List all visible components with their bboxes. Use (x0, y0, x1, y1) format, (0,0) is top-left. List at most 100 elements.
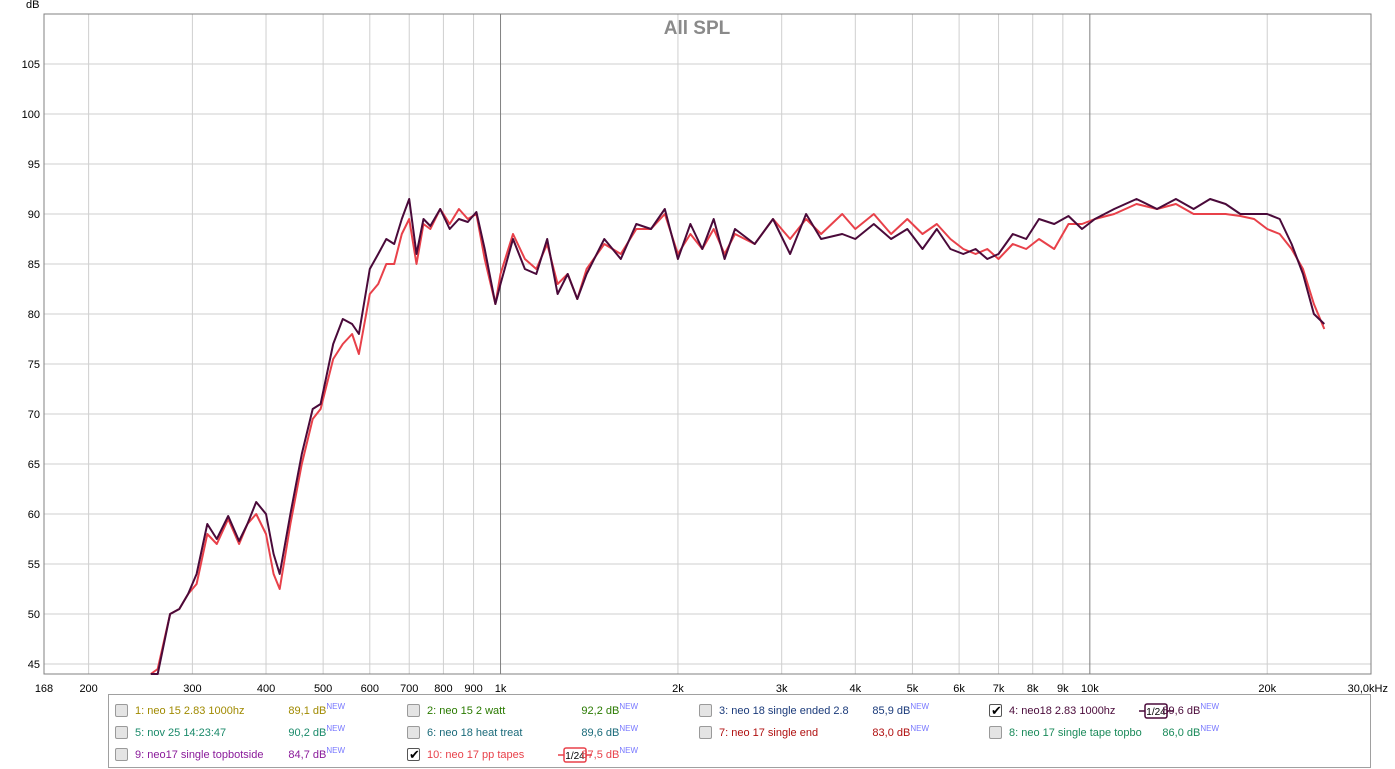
y-tick-label: 75 (28, 359, 40, 371)
chart-grid (43, 14, 1372, 674)
legend-value: 83,0 dBNEW (872, 724, 929, 739)
smoothing-badge: 1/24 (1139, 703, 1173, 719)
legend-value: 84,7 dBNEW (288, 746, 345, 761)
y-tick-label: 100 (22, 109, 40, 121)
legend-value: 90,2 dBNEW (288, 724, 345, 739)
x-tick-label: 9k (1057, 683, 1069, 695)
svg-text:1/24: 1/24 (565, 751, 585, 762)
new-badge: NEW (619, 746, 638, 755)
legend-checkbox[interactable] (699, 726, 712, 739)
new-badge: NEW (619, 724, 638, 733)
legend-checkbox[interactable]: ✔ (407, 747, 420, 762)
x-tick-label: 7k (993, 683, 1005, 695)
x-tick-label: 3k (776, 683, 788, 695)
plot-frame (43, 13, 1372, 675)
legend-entry[interactable]: 3: neo 18 single ended 2.8 85,9 dBNEW (699, 702, 989, 720)
x-tick-label: 800 (434, 683, 452, 695)
check-icon: ✔ (991, 703, 1002, 718)
legend-entry[interactable]: 1: neo 15 2.83 1000hz 89,1 dBNEW (115, 702, 405, 720)
legend-label: 3: neo 18 single ended 2.8 (719, 705, 849, 717)
x-tick-label: 500 (314, 683, 332, 695)
chart-title: All SPL (664, 18, 731, 39)
x-tick-label: 700 (400, 683, 418, 695)
x-tick-label: 6k (953, 683, 965, 695)
new-badge: NEW (326, 702, 345, 711)
legend-checkbox[interactable] (115, 748, 128, 761)
new-badge: NEW (910, 724, 929, 733)
legend-label: 1: neo 15 2.83 1000hz (135, 705, 245, 717)
legend-label: 6: neo 18 heat treat (427, 727, 523, 739)
legend-entry[interactable]: 7: neo 17 single end 83,0 dBNEW (699, 724, 989, 742)
legend-checkbox[interactable] (115, 704, 128, 717)
x-tick-label: 300 (183, 683, 201, 695)
legend-label: 8: neo 17 single tape topbo (1009, 727, 1142, 739)
legend-entry[interactable]: 9: neo17 single topbotside 84,7 dBNEW (115, 746, 405, 764)
x-tick-label: 900 (464, 683, 482, 695)
y-tick-label: 50 (28, 609, 40, 621)
x-tick-label: 5k (907, 683, 919, 695)
y-tick-label: 55 (28, 559, 40, 571)
x-tick-label: 20k (1258, 683, 1276, 695)
legend-checkbox[interactable] (699, 704, 712, 717)
smoothing-badge: 1/24 (558, 747, 592, 763)
legend-entry[interactable]: 5: nov 25 14:23:47 90,2 dBNEW (115, 724, 405, 742)
legend-value: 87,5 dBNEW (581, 746, 638, 761)
new-badge: NEW (1200, 724, 1219, 733)
series-lines (150, 198, 1326, 675)
x-tick-label: 4k (850, 683, 862, 695)
legend-label: 2: neo 15 2 watt (427, 705, 506, 717)
legend: 1: neo 15 2.83 1000hz 89,1 dBNEW 2: neo 15… (108, 694, 1371, 768)
legend-entry[interactable]: ✔ 4: neo18 2.83 1000hz 1/24 89,6 dBNEW (989, 702, 1279, 720)
new-badge: NEW (326, 724, 345, 733)
legend-entry[interactable]: ✔ 10: neo 17 pp tapes 1/24 87,5 dBNEW (407, 746, 697, 764)
legend-label: 9: neo17 single topbotside (135, 749, 264, 761)
x-tick-label: 10k (1081, 683, 1099, 695)
x-tick-labels: 168 200 300 400 500 600 700 800 900 1k 2k 3k 4k 5k 6k 7… (35, 683, 1388, 695)
x-tick-label: 600 (361, 683, 379, 695)
y-tick-label: 80 (28, 309, 40, 321)
series-line (150, 198, 1325, 675)
legend-value: 92,2 dBNEW (581, 702, 638, 717)
x-tick-label: 8k (1027, 683, 1039, 695)
x-tick-label: 200 (79, 683, 97, 695)
legend-value: 89,6 dBNEW (581, 724, 638, 739)
y-tick-label: 45 (28, 659, 40, 671)
new-badge: NEW (619, 702, 638, 711)
y-axis-label: dB (26, 0, 39, 11)
x-tick-label: 168 (35, 683, 53, 695)
y-tick-labels: 45 50 55 60 65 70 75 80 85 90 95 100 105 (22, 59, 40, 671)
y-tick-label: 85 (28, 259, 40, 271)
legend-checkbox[interactable] (407, 726, 420, 739)
legend-entry[interactable]: 6: neo 18 heat treat 89,6 dBNEW (407, 724, 697, 742)
legend-checkbox[interactable] (407, 704, 420, 717)
legend-label: 5: nov 25 14:23:47 (135, 727, 227, 739)
new-badge: NEW (910, 702, 929, 711)
legend-value: 86,0 dBNEW (1162, 724, 1219, 739)
legend-label: 10: neo 17 pp tapes (427, 749, 525, 761)
new-badge: NEW (1200, 702, 1219, 711)
legend-entry[interactable]: 2: neo 15 2 watt 92,2 dBNEW (407, 702, 697, 720)
series-line (150, 203, 1326, 675)
y-tick-label: 105 (22, 59, 40, 71)
x-tick-label: 400 (257, 683, 275, 695)
x-tick-label: 30,0kHz (1348, 683, 1388, 695)
legend-value: 85,9 dBNEW (872, 702, 929, 717)
legend-value: 89,6 dBNEW (1162, 702, 1219, 717)
legend-checkbox[interactable] (989, 726, 1002, 739)
legend-label: 7: neo 17 single end (719, 727, 819, 739)
y-tick-label: 95 (28, 159, 40, 171)
check-icon: ✔ (409, 747, 420, 762)
legend-value: 89,1 dBNEW (288, 702, 345, 717)
legend-checkbox[interactable]: ✔ (989, 703, 1002, 718)
svg-text:1/24: 1/24 (1146, 707, 1166, 718)
y-tick-label: 90 (28, 209, 40, 221)
legend-checkbox[interactable] (115, 726, 128, 739)
new-badge: NEW (326, 746, 345, 755)
legend-entry[interactable]: 8: neo 17 single tape topbo 86,0 dBNEW (989, 724, 1279, 742)
x-tick-label: 2k (672, 683, 684, 695)
y-tick-label: 70 (28, 409, 40, 421)
y-tick-label: 65 (28, 459, 40, 471)
x-tick-label: 1k (495, 683, 507, 695)
y-tick-label: 60 (28, 509, 40, 521)
